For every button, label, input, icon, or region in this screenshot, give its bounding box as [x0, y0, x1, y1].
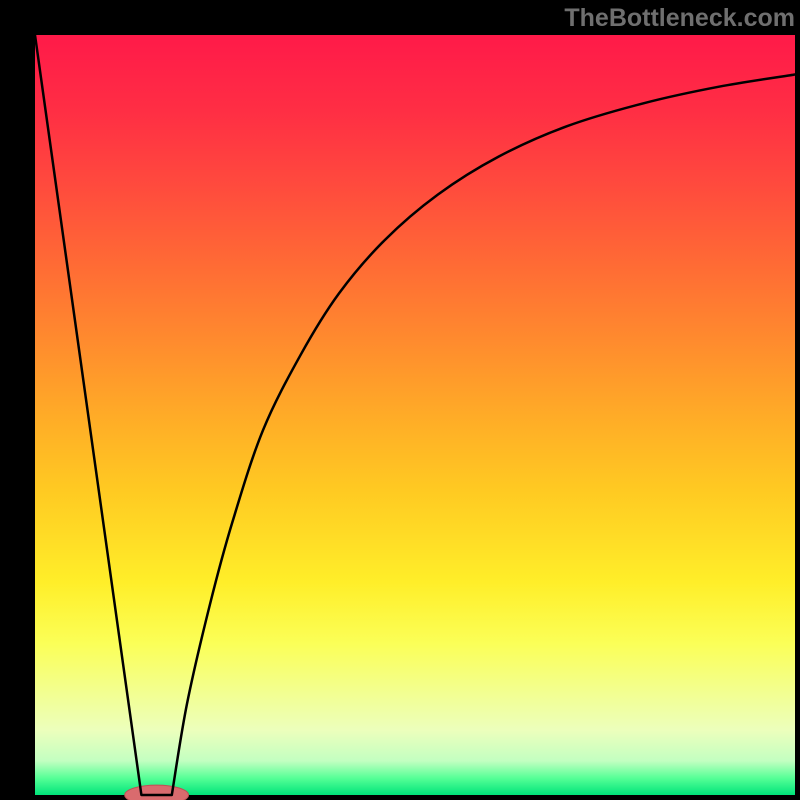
- watermark-text: TheBottleneck.com: [564, 4, 795, 33]
- plot-background: [35, 35, 795, 795]
- bottleneck-curve-chart: [0, 0, 800, 800]
- chart-frame: TheBottleneck.com: [0, 0, 800, 800]
